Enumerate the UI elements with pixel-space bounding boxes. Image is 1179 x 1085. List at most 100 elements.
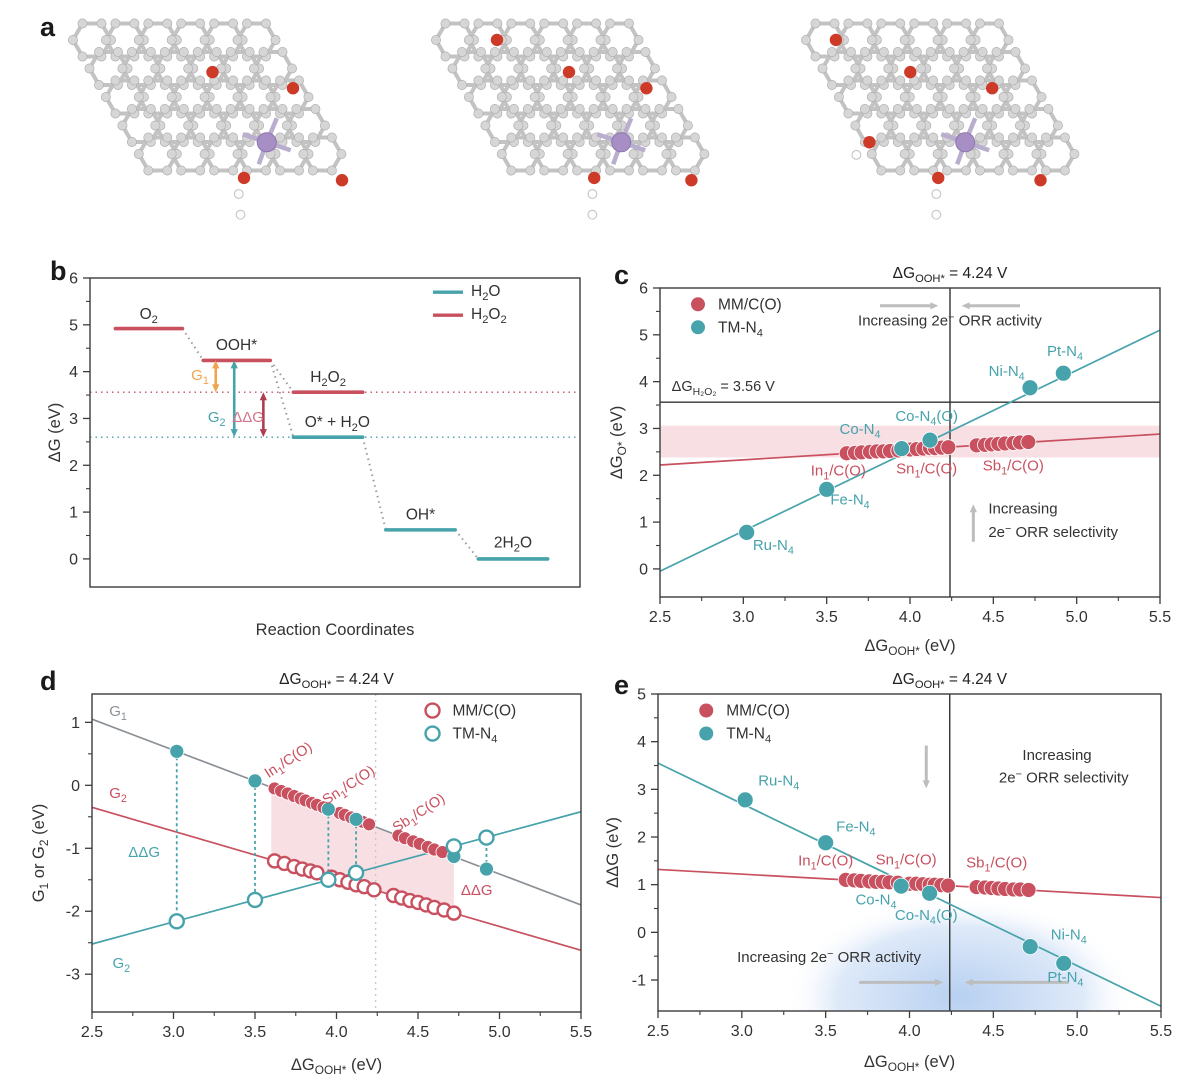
carbon-atom [522,47,533,57]
carbon-atom [572,165,583,176]
annotation-text: Pt-N4 [1047,969,1083,989]
carbon-atom [932,35,943,45]
carbon-atom [117,63,128,74]
carbon-atom [1052,120,1063,131]
carbon-atom [1024,104,1035,114]
axes: 0 1 2 3 4 5 6 Reaction Coordinates ΔG (eV) [46,271,581,639]
carbon-atom [162,18,173,29]
annotation-text: G1 [191,367,209,387]
panel-c-chart: ΔGH₂O₂ = 3.56 V Increasing 2e− ORR activi… [608,265,1171,658]
panel-b-label: b [50,256,67,286]
step-connector [454,529,480,560]
carbon-atom [133,92,144,102]
carbon-atom [876,165,887,176]
carbon-atom [166,92,177,102]
legend-label: TM-N4 [453,726,498,746]
arrow-head [259,392,267,401]
carbon-atom [277,104,288,114]
carbon-atom [899,92,910,102]
carbon-atom [827,47,837,57]
carbon-atom [605,75,615,86]
x-tick-label: 4.0 [899,609,921,626]
annotation-text: G1 [109,703,127,723]
oxygen-atom [985,82,999,95]
arrow-head [969,504,977,513]
carbon-atom [294,132,304,143]
annotation-text: Sb1/C(O) [983,458,1044,478]
y-tick-label: 0 [69,551,78,568]
y-tick-label: 3 [639,421,648,438]
carbon-atom [975,132,985,143]
carbon-atom [183,63,194,74]
carbon-atom [496,149,507,159]
y-tick-label: 0 [71,778,80,795]
carbon-atom [673,104,684,114]
carbon-atom [249,63,259,74]
data-point [445,838,463,855]
carbon-atom [689,165,700,176]
carbon-atom [258,47,269,57]
annotation-text: Co-N4 [839,421,880,441]
carbon-atom [525,18,536,29]
carbon-atom [228,75,239,86]
carbon-atom [621,104,632,114]
carbon-atom [925,47,936,57]
data-point [246,891,264,909]
carbon-atom [133,149,144,159]
carbon-atom [932,92,943,102]
carbon-atom [539,132,550,143]
graphene-lattice [431,18,710,220]
guide-arrow [259,392,267,438]
hydrogen-atom [851,150,862,160]
carbon-atom [572,75,583,86]
oxygen-atom [1034,174,1047,187]
annotation-text: Increasing [988,501,1057,518]
carbon-atom [294,165,304,176]
carbon-atom [862,18,873,29]
y-tick-label: 3 [69,411,78,428]
annotation-text: Fe-N4 [836,818,875,838]
annotation-text: G2 [208,409,226,429]
carbon-atom [150,63,161,74]
carbon-atom [949,120,960,131]
carbon-atom [977,104,988,114]
y-tick-label: 1 [69,505,78,522]
carbon-atom [199,92,210,102]
carbon-atom [473,75,484,86]
carbon-atom [633,35,644,45]
carbon-atom [209,132,220,143]
carbon-atom [911,104,922,114]
axes: 2.5 3.0 3.5 4.0 4.5 5.0 5.5 1 0 -1 -2 -3 ΔGOOH* (eV)… [30,693,592,1077]
legend-marker [699,726,714,741]
data-point [446,905,462,921]
carbon-atom [270,35,281,45]
carbon-atom [1020,63,1030,74]
carbon-atom [162,165,173,176]
annotation-text: Sn1/C(O) [876,852,937,872]
carbon-atom [440,51,451,62]
carbon-atom [850,63,861,74]
data-point [366,882,382,898]
data-point [247,773,263,789]
carbon-atom [878,104,889,114]
carbon-atom [232,92,243,102]
legend-marker [424,702,441,719]
carbon-atom [991,104,1002,114]
legend: H2O H2O2 [433,283,507,326]
annotation-text: Fe-N4 [830,491,869,511]
x-tick-label: 3.0 [731,1023,753,1040]
carbon-atom [480,120,491,131]
annotation-text: O* + H2O [305,414,370,434]
y-tick-label: 4 [639,374,648,391]
carbon-atom [628,92,639,102]
molecule-structure-1 [68,18,349,220]
carbon-atom [232,149,243,159]
carbon-atom [638,132,648,143]
carbon-atom [100,92,111,102]
chart-title: ΔGOOH* = 4.24 V [893,265,1008,285]
data-point [921,884,939,902]
carbon-atom [558,165,569,176]
carbon-atom [859,104,870,114]
data-point [309,865,325,881]
carbon-atom [975,18,985,29]
